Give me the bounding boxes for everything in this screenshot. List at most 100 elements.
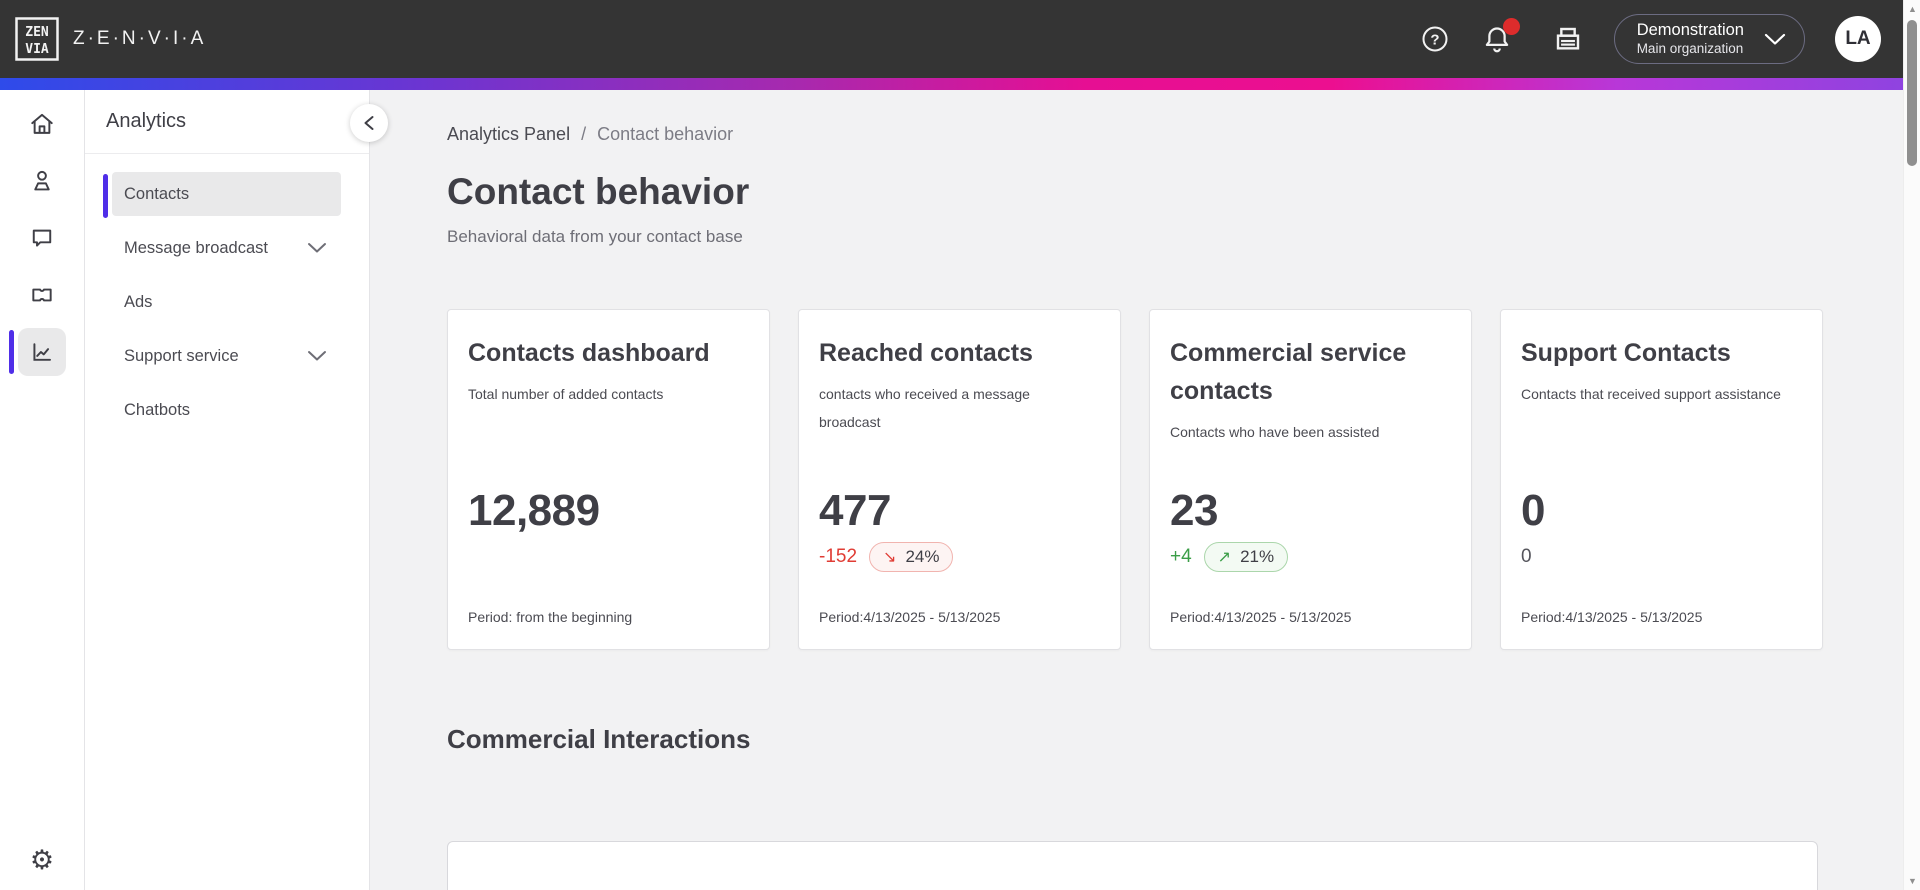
nav-item-label: Ads — [124, 292, 153, 311]
org-name: Demonstration — [1636, 21, 1744, 40]
svg-text:VIA: VIA — [25, 42, 49, 57]
kpi-cards-row: Contacts dashboard Total number of added… — [447, 309, 1903, 650]
card-period: Period:4/13/2025 - 5/13/2025 — [1170, 609, 1352, 625]
breadcrumb: Analytics Panel / Contact behavior — [447, 124, 1903, 145]
avatar[interactable]: LA — [1835, 16, 1881, 62]
topbar: ZEN VIA Z·E·N·V·I·A ? — [0, 0, 1903, 78]
panel-title: Analytics — [106, 110, 187, 132]
nav-item-message-broadcast[interactable]: Message broadcast — [112, 226, 341, 270]
card-title: Commercial service contacts — [1170, 339, 1407, 405]
chat-bubble-icon — [32, 229, 52, 247]
breadcrumb-analytics-panel[interactable]: Analytics Panel — [447, 124, 571, 144]
card-commercial-service-contacts: Commercial service contacts Contacts who… — [1149, 309, 1472, 650]
card-value: 477 — [819, 486, 891, 535]
sidebar-item-commerce[interactable] — [18, 271, 66, 319]
nav-item-label: Chatbots — [124, 400, 191, 419]
nav-item-label: Message broadcast — [124, 238, 268, 257]
sidebar-item-home[interactable] — [18, 100, 66, 148]
chevron-down-icon — [308, 243, 326, 253]
nav-item-label: Support service — [124, 346, 239, 365]
commercial-interactions-panel — [447, 841, 1818, 890]
avatar-initials: LA — [1845, 28, 1871, 49]
card-title: Contacts dashboard — [468, 339, 710, 367]
nav-item-label: Contacts — [124, 184, 190, 203]
svg-text:ZEN: ZEN — [25, 25, 49, 40]
card-value: 12,889 — [468, 486, 600, 535]
svg-text:?: ? — [1430, 32, 1439, 49]
chevron-left-icon — [364, 116, 374, 130]
help-icon: ? — [1422, 26, 1448, 52]
icon-rail: ⚙ — [0, 90, 85, 890]
section-title-commercial-interactions: Commercial Interactions — [447, 724, 751, 754]
card-period: Period:4/13/2025 - 5/13/2025 — [1521, 609, 1703, 625]
print-button[interactable] — [1552, 23, 1584, 55]
card-change-row: +4 ↗ 21% — [1170, 542, 1289, 572]
card-contacts-dashboard: Contacts dashboard Total number of added… — [447, 309, 770, 650]
card-description: Contacts that received support assistanc… — [1521, 386, 1781, 402]
analytics-panel-header: Analytics — [85, 90, 369, 154]
card-period: Period:4/13/2025 - 5/13/2025 — [819, 609, 1001, 625]
chevron-down-icon — [1764, 33, 1786, 45]
sidebar-item-contacts[interactable] — [18, 157, 66, 205]
scroll-thumb[interactable] — [1907, 20, 1917, 166]
card-description: Total number of added contacts — [468, 386, 664, 402]
org-subtitle: Main organization — [1636, 40, 1744, 56]
zenvia-logo-icon: ZEN VIA — [15, 17, 59, 61]
brand-wordmark: Z·E·N·V·I·A — [73, 28, 207, 49]
help-button[interactable]: ? — [1420, 24, 1450, 54]
trend-down-arrow-icon: ↘ — [883, 549, 897, 566]
scroll-up-arrow[interactable]: ▲ — [1904, 4, 1920, 14]
org-switcher[interactable]: Demonstration Main organization — [1613, 14, 1805, 64]
trend-badge: ↘ 24% — [869, 542, 954, 572]
analytics-chart-icon — [33, 343, 51, 361]
trend-percent: 21% — [1240, 547, 1275, 566]
card-support-contacts: Support Contacts Contacts that received … — [1500, 309, 1823, 650]
card-value: 23 — [1170, 486, 1218, 535]
card-title: Support Contacts — [1521, 339, 1731, 367]
breadcrumb-separator: / — [581, 124, 587, 144]
card-value: 0 — [1521, 486, 1545, 535]
trend-badge: ↗ 21% — [1203, 542, 1289, 572]
person-icon — [34, 170, 50, 191]
nav-item-ads[interactable]: Ads — [112, 280, 341, 324]
notification-bell-icon — [1485, 27, 1508, 53]
chevron-down-icon — [308, 351, 326, 361]
notifications-button[interactable] — [1482, 18, 1520, 54]
nav-item-support-service[interactable]: Support service — [112, 334, 341, 378]
card-title: Reached contacts — [819, 339, 1033, 367]
page-subtitle: Behavioral data from your contact base — [447, 227, 743, 246]
ticket-icon — [32, 288, 52, 302]
breadcrumb-current: Contact behavior — [597, 124, 734, 144]
card-description: Contacts who have been assisted — [1170, 424, 1380, 440]
brand: ZEN VIA Z·E·N·V·I·A — [14, 16, 206, 62]
panel-nav: Contacts Message broadcast Ads Support s… — [85, 154, 369, 432]
sidebar-item-conversations[interactable] — [18, 214, 66, 262]
analytics-panel: Analytics Contacts Message broadcast — [85, 90, 388, 890]
body: ⚙ Analytics Contacts Message broadcast — [0, 90, 1903, 890]
org-switcher-labels: Demonstration Main organization — [1637, 20, 1744, 58]
card-period: Period: from the beginning — [468, 609, 633, 625]
trend-percent: 24% — [905, 547, 940, 566]
nav-item-chatbots[interactable]: Chatbots — [112, 388, 341, 432]
topbar-actions: ? Demonstration Main organization — [1420, 14, 1881, 64]
delta-value: +4 — [1170, 546, 1192, 567]
nav-item-contacts[interactable]: Contacts — [103, 172, 341, 218]
sidebar-item-analytics[interactable] — [9, 328, 66, 376]
page-title: Contact behavior — [447, 171, 750, 212]
card-description: contacts who received a message broadcas… — [819, 386, 1030, 430]
main-content: Analytics Panel / Contact behavior Conta… — [370, 90, 1903, 890]
card-change-row: -152 ↘ 24% — [819, 542, 954, 572]
settings-gear-icon[interactable]: ⚙ — [29, 845, 55, 875]
scroll-down-arrow[interactable]: ▼ — [1904, 876, 1920, 886]
collapse-panel-button[interactable] — [350, 104, 388, 142]
card-secondary-value: 0 — [1521, 546, 1532, 567]
home-icon — [31, 113, 53, 134]
notification-badge — [1502, 18, 1520, 35]
brand-gradient-bar — [0, 78, 1903, 90]
print-icon — [1556, 27, 1579, 50]
delta-value: -152 — [819, 546, 858, 567]
trend-up-arrow-icon: ↗ — [1217, 549, 1232, 566]
page-scrollbar[interactable]: ▲ ▼ — [1903, 0, 1920, 890]
active-indicator — [103, 174, 108, 218]
active-indicator — [9, 330, 14, 374]
